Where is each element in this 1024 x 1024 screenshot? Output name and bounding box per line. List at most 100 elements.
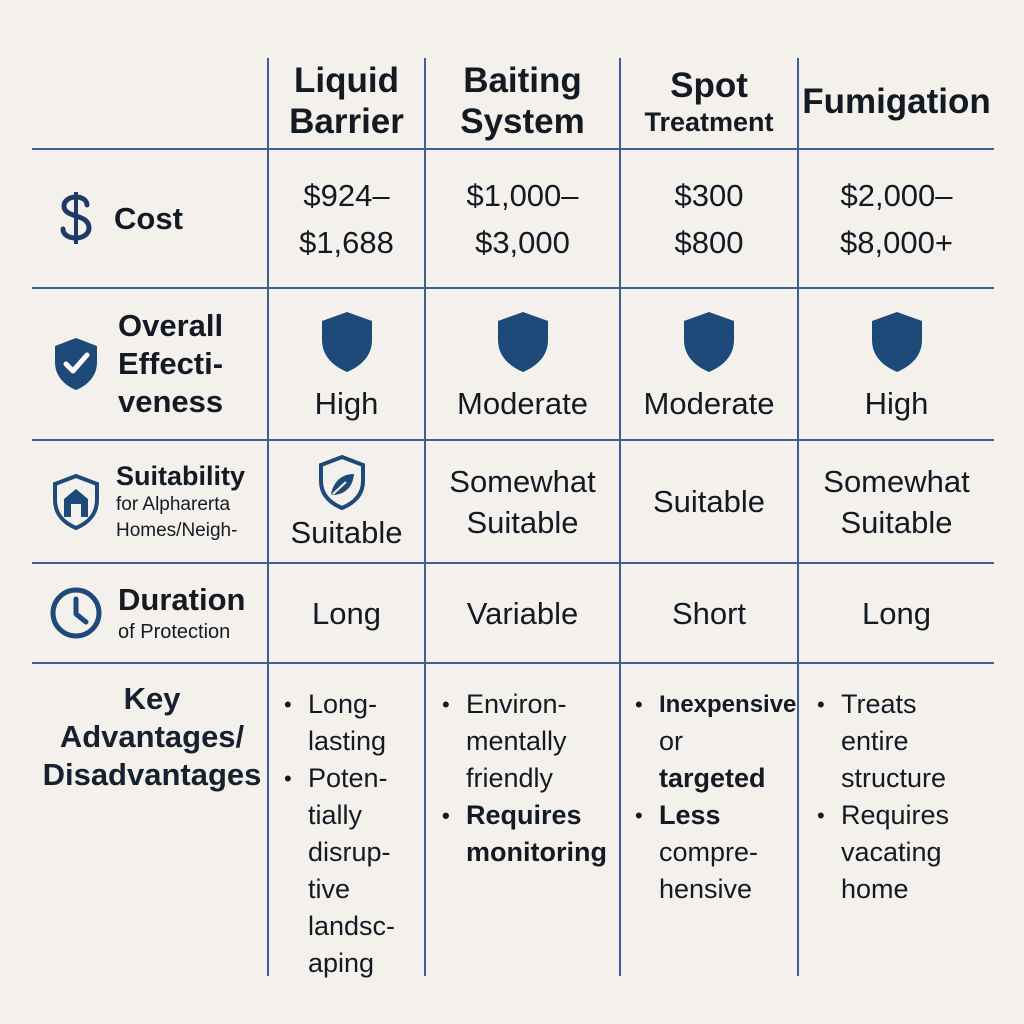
column-header-fumigation: Fumigation (799, 54, 994, 148)
duration-value: Long (862, 595, 931, 631)
list-item: Treats entire structure (815, 686, 993, 797)
row-sublabel-text: Homes/Neigh- (116, 519, 238, 541)
suitability-value: Somewhat (823, 463, 970, 499)
shield-icon (871, 312, 922, 372)
list-item-line: disrup- (308, 837, 391, 867)
advantages-spot-treatment: Inexpensive or targeted Less compre- hen… (633, 686, 796, 908)
column-header-line: Barrier (289, 102, 404, 141)
cost-spot-treatment: $300 $800 (621, 150, 797, 287)
list-item: Poten- tially disrup- tive landsc- aping (282, 760, 422, 982)
grid-divider (32, 287, 994, 289)
duration-liquid-barrier: Long (269, 564, 424, 662)
row-label-text: Effecti- (118, 346, 224, 381)
effectiveness-spot-treatment: Moderate (621, 296, 797, 436)
suitability-value: Suitable (840, 504, 953, 540)
grid-divider (32, 148, 994, 150)
row-label-text: Overall (118, 308, 224, 343)
effectiveness-baiting-system: Moderate (426, 296, 619, 436)
advantages-baiting-system: Environ- mentally friendly Requires moni… (440, 686, 618, 871)
cost-line: $3,000 (475, 224, 570, 260)
cost-line: $300 (674, 177, 744, 213)
suitability-baiting-system: Somewhat Suitable (426, 441, 619, 562)
row-label-text: Key (123, 681, 181, 716)
row-sublabel-text: for Alpharerta (116, 493, 231, 515)
shield-icon (684, 312, 734, 372)
cost-line: $8,000+ (840, 224, 953, 260)
suitability-value: Suitable (466, 504, 579, 540)
suitability-value: Somewhat (449, 463, 596, 499)
list-item-line: Long- (308, 689, 378, 719)
list-item-line: tially (308, 800, 363, 830)
row-sublabel-text: of Protection (118, 621, 231, 643)
list-item-line: tive (308, 874, 351, 904)
cost-line: $800 (674, 224, 744, 260)
row-label-text: Duration (118, 582, 246, 617)
list-item-line: mentally (466, 726, 567, 756)
row-label-text: Cost (114, 200, 183, 236)
dollar-icon (52, 191, 100, 247)
house-shield-icon (50, 473, 102, 531)
column-header-liquid-barrier: Liquid Barrier (269, 54, 424, 148)
list-item-line: Treats (841, 689, 917, 719)
list-item-line: monitoring (466, 837, 607, 867)
effectiveness-value: Moderate (457, 386, 588, 421)
duration-baiting-system: Variable (426, 564, 619, 662)
list-item-line: friendly (466, 763, 554, 793)
column-header-baiting-system: Baiting System (426, 54, 619, 148)
cost-line: $1,688 (299, 224, 394, 260)
list-item-line: aping (308, 948, 375, 978)
row-label-key-advantages: Key Advantages/ Disadvantages (36, 680, 268, 794)
column-header-line: Treatment (644, 106, 774, 137)
duration-value: Short (671, 595, 747, 631)
suitability-value: Suitable (652, 484, 766, 519)
list-item-line: vacating (841, 837, 942, 867)
row-label-overall-effectiveness: Overall Effecti- veness (50, 289, 223, 439)
list-item: Inexpensive or targeted (633, 686, 796, 797)
row-label-text: veness (118, 384, 224, 419)
grid-divider (32, 662, 994, 664)
grid-divider (32, 439, 994, 441)
list-item-line: targeted (659, 763, 766, 793)
column-header-line: Spot (670, 65, 748, 105)
cost-line: $2,000– (840, 177, 953, 213)
row-label-cost: Cost (52, 150, 183, 287)
shield-icon (321, 312, 372, 372)
suitability-fumigation: Somewhat Suitable (799, 441, 994, 562)
list-item-line: landsc- (308, 911, 396, 941)
list-item-line: or (659, 726, 684, 756)
list-item-line: hensive (659, 874, 753, 904)
grid-divider (267, 58, 269, 976)
shield-check-icon (50, 335, 102, 393)
effectiveness-value: Moderate (643, 386, 775, 421)
list-item-line: compre- (659, 837, 759, 867)
effectiveness-value: High (314, 386, 379, 421)
cost-line: $924– (303, 177, 390, 213)
duration-value: Long (312, 595, 381, 631)
list-item-line: Requires (841, 800, 950, 830)
clock-icon (48, 586, 104, 640)
suitability-spot-treatment: Suitable (621, 441, 797, 562)
row-label-text: Advantages/ (59, 719, 245, 754)
list-item: Long- lasting (282, 686, 422, 760)
suitability-value: Suitable (290, 515, 403, 550)
suitability-liquid-barrier: Suitable (269, 448, 424, 558)
list-item-line: structure (841, 763, 947, 793)
shield-icon (497, 312, 548, 372)
effectiveness-fumigation: High (799, 296, 994, 436)
row-label-text: Suitability (116, 460, 246, 491)
column-header-line: Liquid (294, 61, 399, 100)
shield-leaf-icon (318, 454, 365, 510)
column-header-spot-treatment: Spot Treatment (621, 54, 797, 148)
cost-line: $1,000– (466, 177, 579, 213)
list-item: Requires monitoring (440, 797, 618, 871)
list-item-line: Requires (466, 800, 582, 830)
list-item-line: lasting (308, 726, 387, 756)
row-label-duration: Duration of Protection (48, 564, 245, 662)
advantages-liquid-barrier: Long- lasting Poten- tially disrup- tive… (282, 686, 422, 982)
cost-baiting-system: $1,000– $3,000 (426, 150, 619, 287)
grid-divider (619, 58, 621, 976)
list-item-line: entire (841, 726, 909, 756)
row-label-suitability: Suitability for Alpharerta Homes/Neigh- (50, 441, 245, 562)
duration-value: Variable (466, 595, 579, 631)
